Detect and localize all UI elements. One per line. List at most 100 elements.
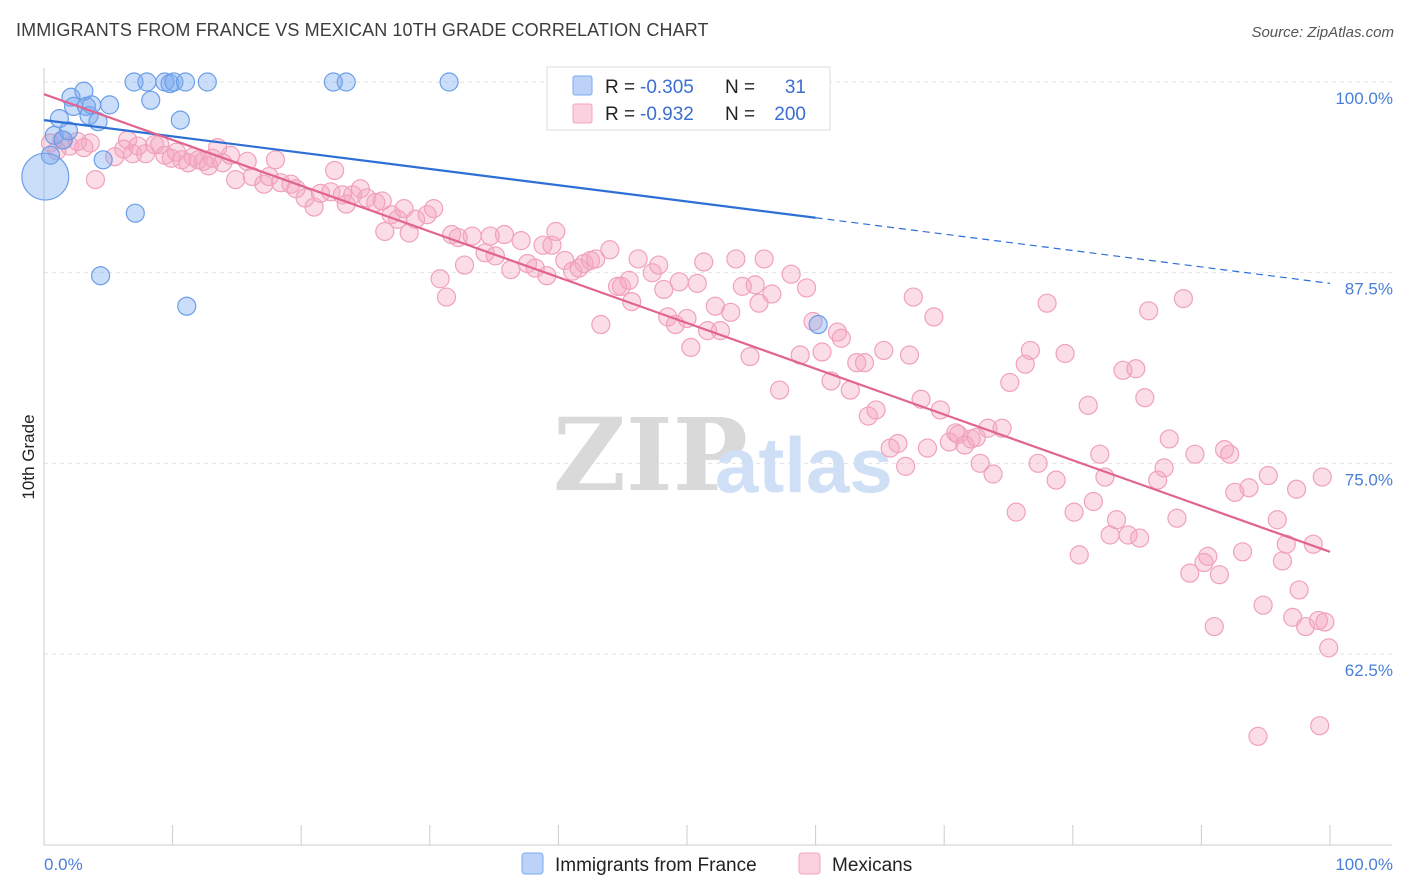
- point-mexicans: [1055, 343, 1075, 364]
- point-mexicans: [726, 249, 746, 269]
- point-mexicans: [1185, 444, 1205, 464]
- point-mexicans: [677, 308, 697, 329]
- legend-r-label-france: R =: [605, 77, 635, 98]
- point-mexicans: [1028, 453, 1048, 473]
- point-mexicans: [1204, 616, 1224, 637]
- point-mexicans: [745, 275, 765, 295]
- point-mexicans: [1308, 610, 1329, 631]
- point-mexicans: [1272, 551, 1293, 571]
- point-mexicans: [1267, 510, 1287, 530]
- point-mexicans: [924, 307, 944, 327]
- chart-source: Source: ZipAtlas.com: [1251, 24, 1394, 41]
- point-mexicans: [375, 221, 395, 242]
- trend-line-mexicans: [43, 93, 1331, 553]
- point-mexicans: [1046, 470, 1066, 490]
- point-france: [808, 314, 828, 335]
- point-mexicans: [1135, 388, 1155, 408]
- point-mexicans: [649, 255, 669, 275]
- point-mexicans: [888, 433, 908, 454]
- point-mexicans: [1083, 491, 1103, 512]
- point-mexicans: [1315, 612, 1335, 632]
- point-mexicans: [265, 150, 286, 170]
- point-mexicans: [1154, 458, 1174, 478]
- point-mexicans: [1130, 528, 1150, 548]
- point-mexicans: [831, 328, 851, 348]
- bottom-legend-label-mexicans: Mexicans: [832, 855, 912, 876]
- point-mexicans: [1064, 502, 1084, 522]
- series-legend: Immigrants from France Mexicans: [521, 852, 912, 876]
- watermark-zip: ZIP: [553, 396, 748, 514]
- point-mexicans: [1253, 595, 1273, 615]
- point-mexicans: [1090, 444, 1110, 464]
- trend-lines: [43, 93, 1331, 553]
- stats-legend: R = -0.305 N = 31 R = -0.932 N = 200: [546, 66, 831, 131]
- point-mexicans: [1069, 545, 1089, 565]
- point-mexicans: [128, 136, 148, 156]
- point-mexicans: [1289, 580, 1309, 600]
- point-mexicans: [1139, 301, 1159, 321]
- point-mexicans: [424, 199, 444, 219]
- trend-line-france: [43, 119, 816, 219]
- point-mexicans: [357, 188, 377, 208]
- point-mexicans: [226, 170, 246, 190]
- point-mexicans: [1239, 478, 1259, 498]
- watermark: ZIP atlas: [553, 396, 893, 514]
- point-france: [137, 72, 157, 92]
- legend-n-value-france: 31: [785, 77, 806, 98]
- point-mexicans: [1220, 444, 1240, 464]
- point-mexicans: [1037, 293, 1057, 313]
- point-mexicans: [494, 224, 514, 245]
- legend-n-label-mexicans: N =: [725, 104, 755, 125]
- point-mexicans: [85, 170, 106, 190]
- point-mexicans: [642, 263, 662, 283]
- point-mexicans: [854, 353, 875, 373]
- point-mexicans: [586, 249, 606, 269]
- point-mexicans: [1286, 479, 1307, 499]
- point-mexicans: [899, 345, 920, 365]
- point-mexicans: [896, 456, 916, 476]
- point-mexicans: [796, 278, 817, 298]
- point-mexicans: [511, 231, 531, 251]
- point-france: [90, 266, 111, 286]
- point-mexicans: [1148, 470, 1168, 490]
- point-mexicans: [1258, 465, 1278, 486]
- bottom-legend-label-france: Immigrants from France: [555, 855, 757, 876]
- point-mexicans: [1167, 508, 1187, 528]
- point-france: [177, 296, 197, 316]
- point-france: [53, 130, 73, 150]
- point-mexicans: [681, 337, 701, 358]
- point-mexicans: [1118, 525, 1138, 545]
- point-mexicans: [1159, 429, 1179, 449]
- point-mexicans: [762, 284, 782, 304]
- point-france: [197, 72, 217, 92]
- point-mexicans: [619, 270, 639, 290]
- legend-swatch-france: [572, 75, 593, 96]
- watermark-atlas: atlas: [715, 421, 893, 509]
- point-mexicans: [1173, 288, 1193, 309]
- point-mexicans: [1232, 542, 1253, 562]
- point-mexicans: [321, 182, 341, 202]
- point-mexicans: [812, 342, 832, 362]
- chart-title: IMMIGRANTS FROM FRANCE VS MEXICAN 10TH G…: [16, 20, 709, 40]
- trend-line-france-extension: [815, 217, 1331, 284]
- point-mexicans: [1312, 467, 1332, 487]
- point-mexicans: [1225, 482, 1245, 502]
- legend-swatch-mexicans: [572, 103, 593, 124]
- bottom-legend-swatch-france: [521, 852, 544, 875]
- point-france: [21, 152, 70, 201]
- point-mexicans: [325, 160, 345, 181]
- legend-r-label-mexicans: R =: [605, 104, 635, 125]
- point-france: [58, 121, 79, 141]
- point-mexicans: [600, 240, 620, 260]
- point-france: [93, 150, 113, 170]
- legend-r-value-france: -0.305: [640, 77, 694, 98]
- point-mexicans: [740, 346, 760, 367]
- y-axis-title: 10th Grade: [19, 414, 38, 499]
- point-mexicans: [654, 279, 674, 300]
- y-tick-label: 62.5%: [1345, 661, 1393, 680]
- legend-box: [546, 66, 831, 131]
- point-mexicans: [436, 287, 457, 307]
- point-mexicans: [754, 249, 774, 269]
- point-mexicans: [1000, 372, 1020, 393]
- point-france: [40, 145, 61, 165]
